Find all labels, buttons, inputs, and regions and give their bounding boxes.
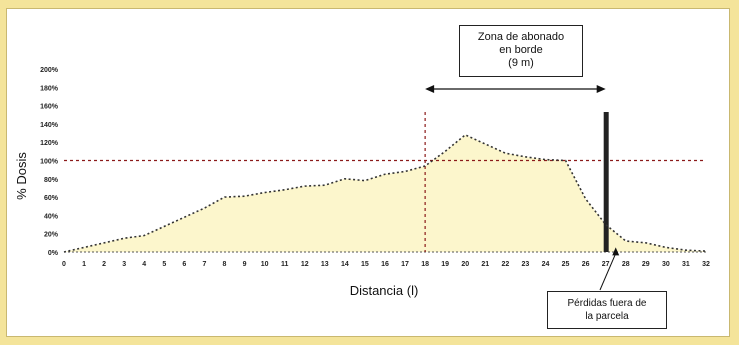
x-tick-label: 22 bbox=[501, 261, 509, 268]
x-tick-label: 3 bbox=[122, 261, 126, 268]
y-tick-label: 80% bbox=[44, 177, 59, 184]
loss-arrow-shaft bbox=[599, 253, 617, 291]
x-tick-label: 14 bbox=[341, 261, 349, 268]
x-tick-label: 26 bbox=[582, 261, 590, 268]
x-tick-label: 9 bbox=[243, 261, 247, 268]
x-tick-label: 0 bbox=[62, 261, 66, 268]
x-tick-label: 13 bbox=[321, 261, 329, 268]
chart-frame bbox=[6, 8, 730, 337]
x-tick-label: 18 bbox=[421, 261, 429, 268]
x-tick-label: 4 bbox=[142, 261, 146, 268]
y-axis-title: % Dosis bbox=[14, 152, 29, 200]
x-tick-label: 1 bbox=[82, 261, 86, 268]
plot-area: 0% 20% 40% 60% 80% 100% 120% 140% 160% 180% 200% 0 1… bbox=[40, 67, 710, 291]
zone-callout-line-3: (9 m) bbox=[508, 57, 534, 69]
x-tick-label: 25 bbox=[562, 261, 570, 268]
y-tick-label: 120% bbox=[40, 140, 59, 147]
loss-callout-line-2: la parcela bbox=[585, 311, 629, 322]
field-edge-bar bbox=[603, 112, 609, 252]
x-tick-label: 21 bbox=[481, 261, 489, 268]
x-tick-label: 8 bbox=[223, 261, 227, 268]
y-tick-label: 140% bbox=[40, 122, 59, 129]
x-tick-label: 10 bbox=[261, 261, 269, 268]
y-tick-label: 40% bbox=[44, 213, 59, 220]
x-tick-label: 27 bbox=[602, 261, 610, 268]
x-tick-label: 28 bbox=[622, 261, 630, 268]
y-tick-label: 200% bbox=[40, 67, 59, 74]
x-tick-label: 32 bbox=[702, 261, 710, 268]
loss-arrow-head bbox=[612, 247, 620, 256]
x-tick-label: 6 bbox=[182, 261, 186, 268]
zone-callout: Zona de abonado en borde (9 m) bbox=[459, 25, 583, 77]
x-tick-label: 31 bbox=[682, 261, 690, 268]
x-tick-label: 24 bbox=[542, 261, 550, 268]
x-tick-label: 11 bbox=[281, 261, 289, 268]
y-tick-label: 0% bbox=[48, 250, 59, 257]
x-tick-label: 20 bbox=[461, 261, 469, 268]
dose-area bbox=[64, 134, 706, 252]
x-tick-label: 17 bbox=[401, 261, 409, 268]
y-tick-label: 180% bbox=[40, 85, 59, 92]
x-tick-label: 19 bbox=[441, 261, 449, 268]
zone-arrow-head-right bbox=[596, 85, 606, 93]
y-tick-label: 60% bbox=[44, 195, 59, 202]
zone-callout-line-1: Zona de abonado bbox=[477, 31, 565, 43]
x-tick-label: 15 bbox=[361, 261, 369, 268]
zone-callout-line-2: en borde bbox=[499, 44, 543, 56]
loss-callout: Pérdidas fuera de la parcela bbox=[547, 291, 667, 329]
zone-arrow-head-left bbox=[425, 85, 435, 93]
x-tick-label: 29 bbox=[642, 261, 650, 268]
x-tick-label: 2 bbox=[102, 261, 106, 268]
x-tick-label: 5 bbox=[162, 261, 166, 268]
x-tick-label: 12 bbox=[301, 261, 309, 268]
x-tick-label: 30 bbox=[662, 261, 670, 268]
x-tick-label: 7 bbox=[202, 261, 206, 268]
dose-line bbox=[63, 133, 707, 253]
x-axis-title: Distancia (l) bbox=[350, 283, 419, 298]
y-tick-label: 100% bbox=[40, 159, 59, 166]
loss-callout-line-1: Pérdidas fuera de bbox=[567, 298, 647, 309]
x-tick-label: 16 bbox=[381, 261, 389, 268]
x-tick-label: 23 bbox=[522, 261, 530, 268]
y-tick-label: 160% bbox=[40, 104, 59, 111]
y-tick-label: 20% bbox=[44, 232, 59, 239]
